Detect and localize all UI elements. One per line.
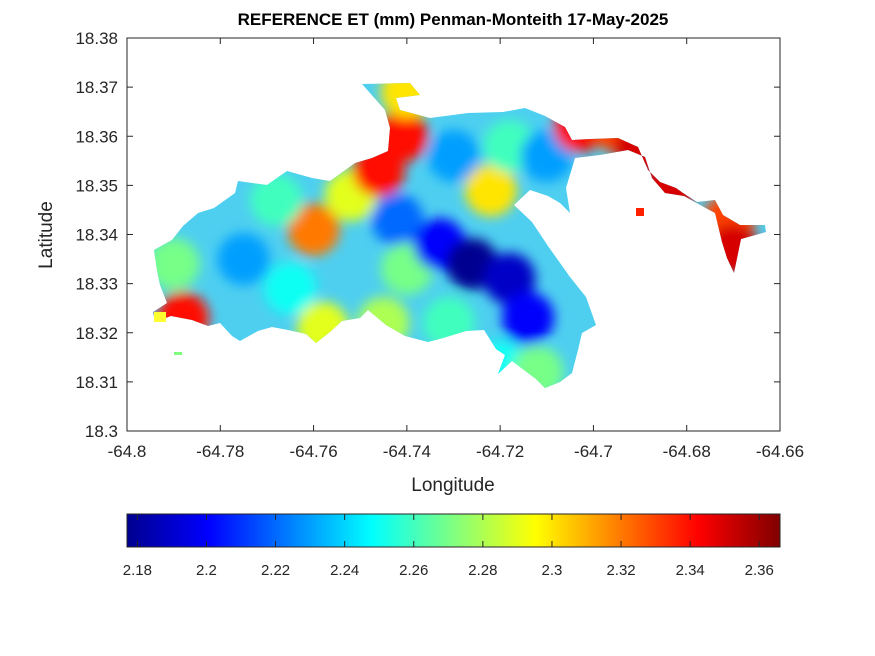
x-tick-label-2: -64.76 bbox=[289, 442, 337, 461]
x-tick-label-4: -64.72 bbox=[476, 442, 524, 461]
heatmap-region-1 bbox=[153, 238, 200, 290]
colorbar-tick-label-0: 2.18 bbox=[123, 562, 152, 579]
colorbar-tick-label-2: 2.22 bbox=[261, 562, 290, 579]
x-tick-label-1: -64.78 bbox=[196, 442, 244, 461]
x-axis-label: Longitude bbox=[411, 475, 494, 496]
colorbar-tick-label-7: 2.32 bbox=[606, 562, 635, 579]
colorbar-tick-label-1: 2.2 bbox=[196, 562, 217, 579]
heatmap-patch-east bbox=[636, 208, 644, 216]
x-tick-label-6: -64.68 bbox=[663, 442, 711, 461]
heatmap-region-19 bbox=[427, 129, 480, 182]
x-tick-label-5: -64.7 bbox=[574, 442, 613, 461]
colorbar-tick-label-9: 2.36 bbox=[745, 562, 774, 579]
y-tick-label-7: 18.37 bbox=[75, 78, 118, 97]
colorbar-tick-label-4: 2.26 bbox=[399, 562, 428, 579]
heatmap-region-11 bbox=[371, 193, 424, 246]
heatmap-region-6 bbox=[250, 174, 303, 227]
heatmap-region-5 bbox=[287, 203, 340, 256]
heatmap-region-16 bbox=[483, 252, 536, 305]
y-axis-label: Latitude bbox=[36, 201, 57, 269]
y-tick-label-1: 18.31 bbox=[75, 373, 118, 392]
y-tick-label-0: 18.3 bbox=[85, 422, 118, 441]
y-tick-label-8: 18.38 bbox=[75, 29, 118, 48]
chart-title: REFERENCE ET (mm) Penman-Monteith 17-May… bbox=[238, 10, 669, 29]
heatmap-region-3 bbox=[264, 262, 317, 315]
y-tick-label-4: 18.34 bbox=[75, 226, 118, 245]
colorbar-ticks: 2.18 2.2 2.22 2.24 2.26 2.28 2.3 2.32 2.34 2.36 bbox=[123, 514, 774, 579]
colorbar-tick-label-3: 2.24 bbox=[330, 562, 359, 579]
x-tick-label-0: -64.8 bbox=[108, 442, 147, 461]
y-tick-label-6: 18.36 bbox=[75, 127, 118, 146]
y-tick-label-2: 18.32 bbox=[75, 324, 118, 343]
x-tick-label-3: -64.74 bbox=[383, 442, 431, 461]
x-tick-label-7: -64.66 bbox=[756, 442, 804, 461]
colorbar bbox=[126, 513, 781, 548]
heatmap-region-18 bbox=[464, 164, 517, 217]
y-tick-label-5: 18.35 bbox=[75, 176, 118, 195]
x-axis: -64.8 -64.78 -64.76 -64.74 -64.72 -64.7 -64.68… bbox=[108, 38, 804, 461]
heatmap-patch-west bbox=[154, 312, 166, 322]
colorbar-tick-label-5: 2.28 bbox=[468, 562, 497, 579]
colorbar-tick-label-8: 2.34 bbox=[676, 562, 705, 579]
y-tick-label-3: 18.33 bbox=[75, 275, 118, 294]
heatmap-region-2 bbox=[217, 233, 270, 286]
heatmap-region-17 bbox=[502, 292, 555, 344]
y-axis: 18.3 18.31 18.32 18.33 18.34 18.35 18.36 18.37 1… bbox=[75, 29, 780, 441]
heatmap-region-9 bbox=[376, 110, 429, 163]
colorbar-tick-label-6: 2.3 bbox=[542, 562, 563, 579]
heatmap-patch-south bbox=[174, 352, 182, 355]
